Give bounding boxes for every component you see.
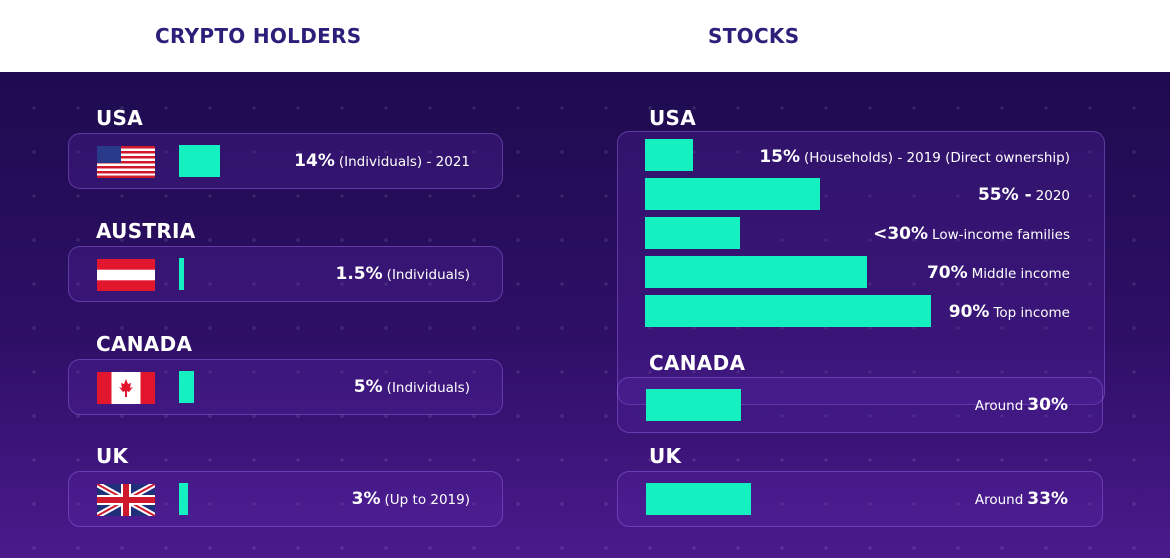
crypto-value-austria: 1.5% — [335, 264, 383, 284]
stocks-note-usa-1: 2020 — [1035, 188, 1070, 204]
crypto-value-usa: 14% — [294, 151, 335, 171]
crypto-note-canada: (Individuals) — [386, 380, 470, 396]
stocks-bar-usa-0 — [645, 139, 693, 171]
crypto-label-austria: 1.5% (Individuals) — [336, 264, 470, 284]
stocks-title: STOCKS — [708, 24, 800, 48]
stocks-value-usa-2: <30% — [873, 224, 929, 244]
chart-panel: USA 14% (Individuals) - 2021 AUSTRIA 1 — [0, 72, 1170, 558]
stocks-value-canada: 30% — [1027, 395, 1068, 415]
crypto-label-usa: 14% (Individuals) - 2021 — [294, 151, 470, 171]
stocks-value-usa-4: 90% — [948, 302, 990, 322]
crypto-country-usa: USA — [96, 106, 144, 130]
crypto-bar-canada — [179, 371, 194, 403]
austria-flag-icon — [97, 259, 155, 291]
crypto-card-canada: 5% (Individuals) — [68, 359, 503, 415]
stocks-prefix-uk: Around — [974, 492, 1024, 508]
header: CRYPTO HOLDERS STOCKS — [0, 0, 1170, 72]
stocks-note-usa-3: Middle income — [971, 266, 1070, 282]
crypto-note-usa: (Individuals) - 2021 — [338, 154, 470, 170]
stocks-label-uk: Around 33% — [975, 489, 1068, 509]
stocks-label-canada: Around 30% — [975, 395, 1068, 415]
canada-flag-icon — [97, 372, 155, 404]
crypto-bar-uk — [179, 483, 188, 515]
stocks-label-usa-3: 70% Middle income — [927, 263, 1070, 283]
crypto-value-canada: 5% — [353, 377, 383, 397]
stocks-card-uk: Around 33% — [617, 471, 1103, 527]
stocks-bar-uk — [646, 483, 751, 515]
stocks-note-usa-0: (Households) - 2019 (Direct ownership) — [804, 150, 1070, 166]
stocks-note-usa-4: Top income — [993, 305, 1070, 321]
stocks-note-usa-2: Low-income families — [932, 227, 1070, 243]
crypto-card-usa: 14% (Individuals) - 2021 — [68, 133, 503, 189]
crypto-value-uk: 3% — [351, 489, 381, 509]
usa-flag-icon — [97, 146, 155, 178]
crypto-note-uk: (Up to 2019) — [384, 492, 470, 508]
stocks-prefix-canada: Around — [974, 398, 1024, 414]
stocks-country-canada: CANADA — [649, 351, 746, 375]
crypto-bar-usa — [179, 145, 220, 177]
stocks-country-usa: USA — [649, 106, 697, 130]
stocks-value-uk: 33% — [1027, 489, 1068, 509]
crypto-label-uk: 3% (Up to 2019) — [352, 489, 470, 509]
crypto-card-uk: 3% (Up to 2019) — [68, 471, 503, 527]
stocks-label-usa-2: <30% Low-income families — [873, 224, 1070, 244]
stocks-card-canada: Around 30% — [617, 377, 1103, 433]
stocks-country-uk: UK — [649, 444, 682, 468]
stocks-bar-usa-2 — [645, 217, 741, 249]
stocks-value-usa-0: 15% — [759, 147, 801, 167]
crypto-bar-austria — [179, 258, 184, 290]
stocks-card-usa: 15% (Households) - 2019 (Direct ownership… — [617, 131, 1105, 405]
crypto-country-uk: UK — [96, 444, 129, 468]
crypto-label-canada: 5% (Individuals) — [354, 377, 470, 397]
stocks-bar-canada — [646, 389, 742, 421]
crypto-card-austria: 1.5% (Individuals) — [68, 246, 503, 302]
stocks-value-usa-3: 70% — [926, 263, 968, 283]
stocks-bar-usa-4 — [645, 295, 931, 327]
stocks-bar-usa-3 — [645, 256, 868, 288]
uk-flag-icon — [97, 484, 155, 516]
stocks-label-usa-0: 15% (Households) - 2019 (Direct ownership… — [759, 147, 1070, 167]
crypto-country-austria: AUSTRIA — [96, 219, 196, 243]
crypto-note-austria: (Individuals) — [386, 267, 470, 283]
crypto-holders-title: CRYPTO HOLDERS — [155, 24, 362, 48]
stocks-label-usa-1: 55% -2020 — [978, 185, 1070, 205]
stocks-value-usa-1: 55% - — [977, 185, 1032, 205]
stocks-bar-usa-1 — [645, 178, 820, 210]
stocks-label-usa-4: 90% Top income — [949, 302, 1070, 322]
crypto-country-canada: CANADA — [96, 332, 193, 356]
